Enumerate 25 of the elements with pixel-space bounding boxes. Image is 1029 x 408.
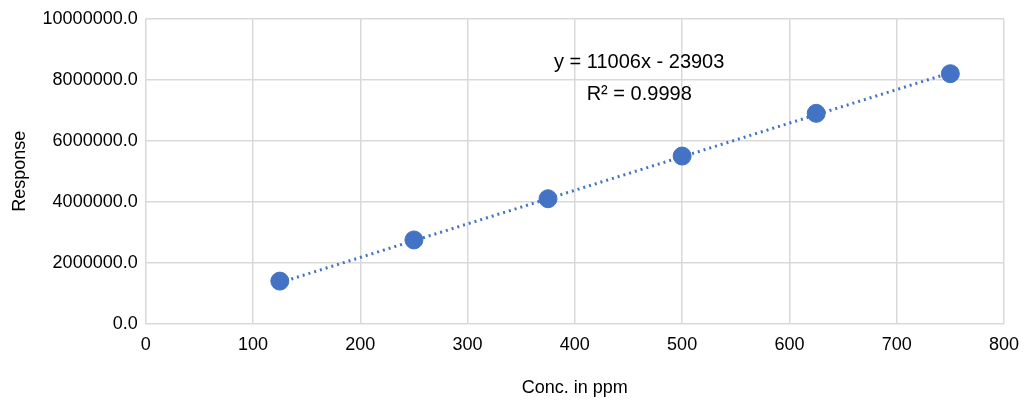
point (806, 103, 826, 123)
y-tick-label: 2000000.0 (52, 251, 138, 272)
x-tick-label: 500 (667, 333, 698, 354)
x-tick-label: 100 (237, 333, 269, 354)
x-tick-label: 300 (452, 333, 483, 354)
x-tick-label: 400 (559, 333, 590, 354)
point (538, 189, 558, 209)
annotation: y = 11006x - 23903 (554, 50, 725, 73)
y-axis-title: Response (8, 130, 29, 212)
x-axis-title: Conc. in ppm (521, 377, 628, 398)
y-tick-label: 0.0 (112, 312, 138, 333)
x-tick-label: 0 (140, 333, 151, 354)
annotation: R² = 0.9998 (586, 82, 692, 105)
x-tick-label: 600 (774, 333, 805, 354)
point (672, 146, 692, 166)
x-tick-label: 700 (881, 333, 912, 354)
point (270, 271, 290, 291)
x-tick-label: 800 (988, 333, 1020, 354)
y-tick-label: 6000000.0 (52, 129, 138, 150)
y-tick-label: 8000000.0 (52, 68, 138, 89)
y-tick-label: 10000000.0 (42, 7, 138, 28)
x-tick-label: 200 (345, 333, 376, 354)
point (404, 230, 424, 250)
point (940, 64, 960, 84)
y-tick-label: 4000000.0 (52, 190, 138, 211)
